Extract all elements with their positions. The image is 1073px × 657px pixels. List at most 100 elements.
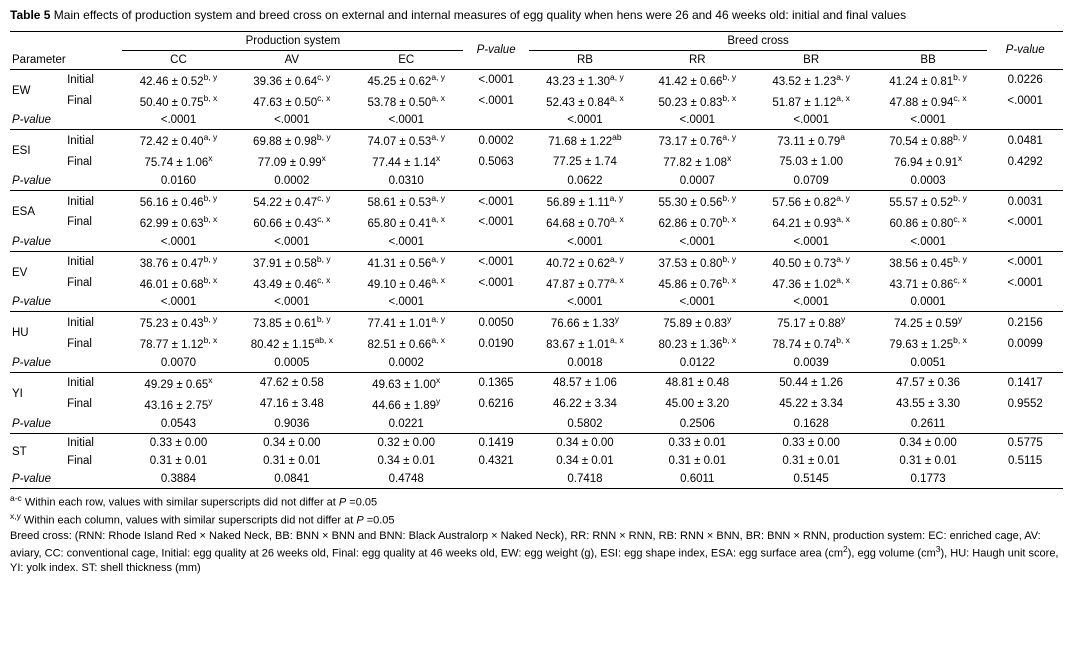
p-value-cell: 0.0003	[868, 172, 988, 192]
superscript: x	[321, 153, 326, 164]
superscript: y	[957, 314, 963, 325]
superscript: a, y	[610, 253, 624, 264]
value-cell: 80.42 ± 1.15ab, x	[250, 335, 333, 352]
p-value-cell: 0.6216	[478, 398, 514, 411]
superscript: b, x	[953, 335, 967, 346]
p-value-cell: 0.1419	[478, 436, 514, 449]
footnote-italic: P	[356, 514, 364, 527]
superscript: b, y	[203, 314, 218, 325]
superscript: a, y	[431, 193, 446, 204]
p-value-cell: <.0001	[478, 256, 514, 269]
value-cell: 37.91 ± 0.58b, y	[253, 253, 331, 270]
superscript: y	[436, 395, 441, 406]
parameter-pvalue-row: P-value <.0001 <.0001 <.0001 <.0001 <.0001 <.0…	[10, 232, 1063, 252]
value-cell: 0.31 ± 0.01	[149, 454, 208, 467]
p-value-cell: 0.1628	[753, 414, 869, 434]
p-value-row-label: P-value	[10, 172, 123, 192]
value-cell: 45.00 ± 3.20	[665, 398, 730, 411]
header-col-bb: BB	[868, 50, 988, 70]
parameter-initial-row: EW Initial 42.46 ± 0.52b, y 39.36 ± 0.64c, …	[10, 69, 1063, 97]
value-cell: 41.24 ± 0.81b, y	[889, 71, 967, 88]
footnote-text: ), egg volume (cm	[847, 547, 936, 560]
row-label-initial: Initial	[67, 256, 94, 269]
value-cell: 46.22 ± 3.34	[553, 398, 617, 411]
value-cell: 0.33 ± 0.00	[782, 436, 840, 449]
p-value-cell: 0.0002	[478, 134, 514, 147]
superscript: a, y	[203, 132, 218, 143]
value-cell: 69.88 ± 0.98b, y	[253, 132, 331, 149]
value-cell: 57.56 ± 0.82a, y	[772, 193, 850, 209]
superscript: y	[614, 314, 620, 325]
value-cell: 40.50 ± 0.73a, y	[772, 253, 850, 270]
value-cell: 43.71 ± 0.86c, x	[889, 274, 967, 291]
p-value-cell: 0.0002	[349, 354, 464, 374]
row-label-initial: Initial	[67, 134, 94, 147]
p-value-cell: <.0001	[122, 111, 235, 131]
parameter-initial-row: EV Initial 38.76 ± 0.47b, y 37.91 ± 0.58b, …	[10, 251, 1063, 279]
parameter-final-row: Final 46.01 ± 0.68b, x 43.49 ± 0.46c, x 49.…	[10, 273, 1063, 294]
superscript: b, y	[203, 193, 218, 204]
superscript: x	[208, 375, 213, 386]
p-value-cell: 0.0001	[868, 293, 988, 313]
p-value-cell: 0.0070	[122, 354, 235, 374]
parameter-final-row: Final 78.77 ± 1.12b, x 80.42 ± 1.15ab, x 82…	[10, 333, 1063, 354]
value-cell: 77.41 ± 1.01a, y	[367, 314, 446, 331]
p-value-cell: 0.4748	[349, 469, 464, 489]
superscript: a, y	[431, 253, 446, 264]
value-cell: 43.49 ± 0.46c, x	[253, 274, 331, 291]
p-value-cell: <.0001	[478, 74, 514, 87]
p-value-cell: <.0001	[868, 111, 988, 131]
superscript: a, x	[431, 274, 446, 285]
superscript: b, y	[722, 71, 737, 82]
p-value-cell: <.0001	[478, 195, 514, 208]
p-value-cell: <.0001	[234, 293, 350, 313]
p-value-cell: 0.0031	[1007, 195, 1043, 208]
header-breed-cross: Breed cross	[528, 31, 988, 51]
value-cell: 0.33 ± 0.00	[149, 436, 208, 449]
p-value-cell: <.0001	[753, 293, 869, 313]
superscript: b, y	[722, 193, 737, 204]
value-cell: 45.86 ± 0.76b, x	[658, 274, 737, 291]
p-value-cell: 0.0051	[868, 354, 988, 374]
value-cell: 55.57 ± 0.52b, y	[889, 193, 967, 209]
value-cell: 58.61 ± 0.53a, y	[367, 193, 446, 209]
value-cell: 73.11 ± 0.79a	[777, 132, 846, 149]
superscript: ab	[612, 132, 622, 143]
superscript: a, x	[610, 213, 624, 224]
superscript: b, y	[953, 193, 967, 204]
p-value-cell: <.0001	[122, 293, 235, 313]
value-cell: 51.87 ± 1.12a, x	[772, 92, 850, 109]
p-value-cell: 0.0050	[478, 316, 514, 329]
superscript: x	[436, 153, 441, 164]
p-value-cell: 0.6011	[641, 469, 754, 489]
superscript: b, x	[203, 335, 218, 346]
value-cell: 72.42 ± 0.40a, y	[139, 132, 218, 149]
p-value-cell	[987, 469, 1063, 489]
superscript: b, y	[953, 253, 967, 264]
value-cell: 77.09 ± 0.99x	[257, 153, 326, 170]
value-cell: 75.17 ± 0.88y	[777, 314, 846, 331]
superscript: a, x	[610, 335, 624, 346]
value-cell: 62.99 ± 0.63b, x	[139, 213, 218, 230]
value-cell: 39.36 ± 0.64c, y	[253, 71, 331, 88]
p-value-cell: 0.2506	[641, 414, 754, 434]
superscript: a, x	[610, 92, 624, 103]
p-value-cell: 0.0005	[234, 354, 350, 374]
header-col-ec: EC	[349, 50, 464, 70]
value-cell: 64.21 ± 0.93a, x	[772, 213, 850, 230]
superscript: a	[840, 132, 846, 143]
p-value-row-label: P-value	[10, 354, 123, 374]
p-value-cell: <.0001	[478, 95, 514, 108]
value-cell: 78.77 ± 1.12b, x	[139, 335, 218, 352]
p-value-cell: 0.4321	[478, 454, 514, 467]
p-value-cell	[987, 293, 1063, 313]
row-label-final: Final	[67, 155, 92, 168]
p-value-cell: 0.0007	[641, 172, 754, 192]
parameter-pvalue-row: P-value 0.0160 0.0002 0.0310 0.0622 0.0007 0.0…	[10, 172, 1063, 192]
header-col-av: AV	[234, 50, 350, 70]
value-cell: 0.31 ± 0.01	[263, 454, 321, 467]
p-value-row-label: P-value	[10, 469, 123, 489]
superscript: b, x	[722, 92, 737, 103]
p-value-cell: <.0001	[234, 232, 350, 252]
